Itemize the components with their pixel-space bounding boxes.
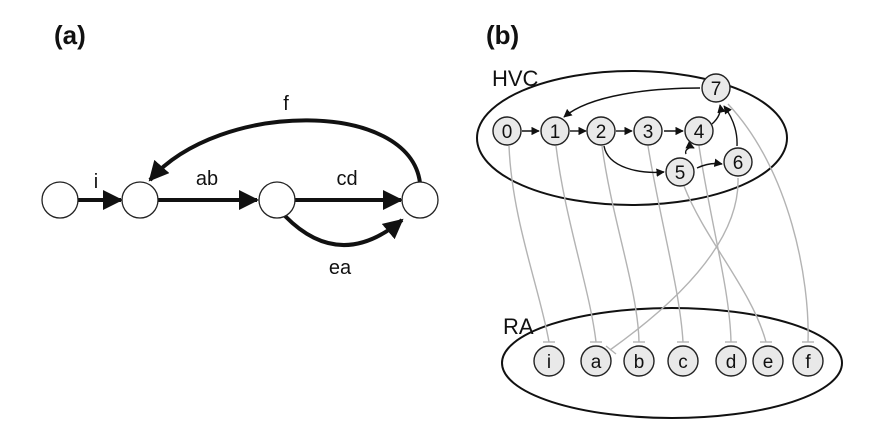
panel-b-label: (b) [486,20,519,50]
ra-node-f-label: f [805,352,811,373]
ra-node-c [667,345,699,377]
hvc-node-4-label: 4 [694,122,705,143]
ra-nodes: i a b c d e f [533,345,824,377]
panel-a: (a) i ab cd ea f [41,20,439,279]
hvc-edge-5-4 [684,140,695,155]
ra-node-e [752,345,784,377]
edge-label-f: f [283,93,289,115]
ra-node-b [623,345,655,377]
projection-1-a [555,145,597,343]
ra-label: RA [503,314,534,339]
ra-node-i [533,345,565,377]
hvc-node-5-label: 5 [675,163,686,184]
hvc-edge-4-7 [711,104,726,125]
panel-b: (b) HVC RA [476,20,843,419]
state-node-1 [121,181,159,219]
state-node-2 [258,181,296,219]
projection-7-f [727,103,809,343]
hvc-ellipse [476,70,788,206]
hvc-node-0-label: 0 [502,122,513,143]
edge-f [148,118,422,184]
hvc-edge-2-5 [603,145,665,177]
hvc-node-6-label: 6 [733,153,744,174]
hvc-node-3-label: 3 [643,122,654,143]
state-node-0 [41,181,79,219]
hvc-node-6 [723,147,753,177]
projection-5-e [683,185,767,343]
hvc-node-0 [492,116,522,146]
ra-ellipse [501,307,843,419]
panel-a-label: (a) [54,20,86,50]
ra-node-e-label: e [763,352,774,373]
projection-0-i [508,145,550,343]
ra-node-d-label: d [726,352,737,373]
ra-node-b-label: b [634,352,645,373]
hvc-node-1 [540,116,570,146]
edge-ea [283,214,404,247]
hvc-node-4 [684,116,714,146]
edge-label-ab: ab [196,168,218,190]
hvc-connections [522,87,738,177]
ra-node-d [715,345,747,377]
projections [508,103,814,355]
ra-node-i-label: i [547,352,551,373]
hvc-node-7-label: 7 [711,79,722,100]
ra-node-f [792,345,824,377]
hvc-nodes: 0 1 2 3 4 5 6 7 [492,73,753,187]
hvc-label: HVC [492,66,539,91]
edge-label-i: i [94,171,98,193]
hvc-node-2-label: 2 [596,122,607,143]
projection-4-d [698,145,732,343]
hvc-edge-5-6 [696,158,723,169]
hvc-node-1-label: 1 [550,122,561,143]
hvc-node-7 [701,73,731,103]
projection-6-a [609,177,739,351]
ra-node-a-label: a [591,352,602,373]
ra-node-c-label: c [678,352,688,373]
edge-label-cd: cd [336,168,357,190]
ra-node-a [580,345,612,377]
hvc-node-5 [665,157,695,187]
hvc-node-2 [586,116,616,146]
hvc-edge-7-1 [563,87,701,118]
projection-2-b [601,145,640,343]
state-node-3 [401,181,439,219]
projection-tick-6a [605,345,617,355]
edge-label-ea: ea [329,257,352,279]
hvc-node-3 [633,116,663,146]
hvc-edge-6-7 [723,105,738,147]
